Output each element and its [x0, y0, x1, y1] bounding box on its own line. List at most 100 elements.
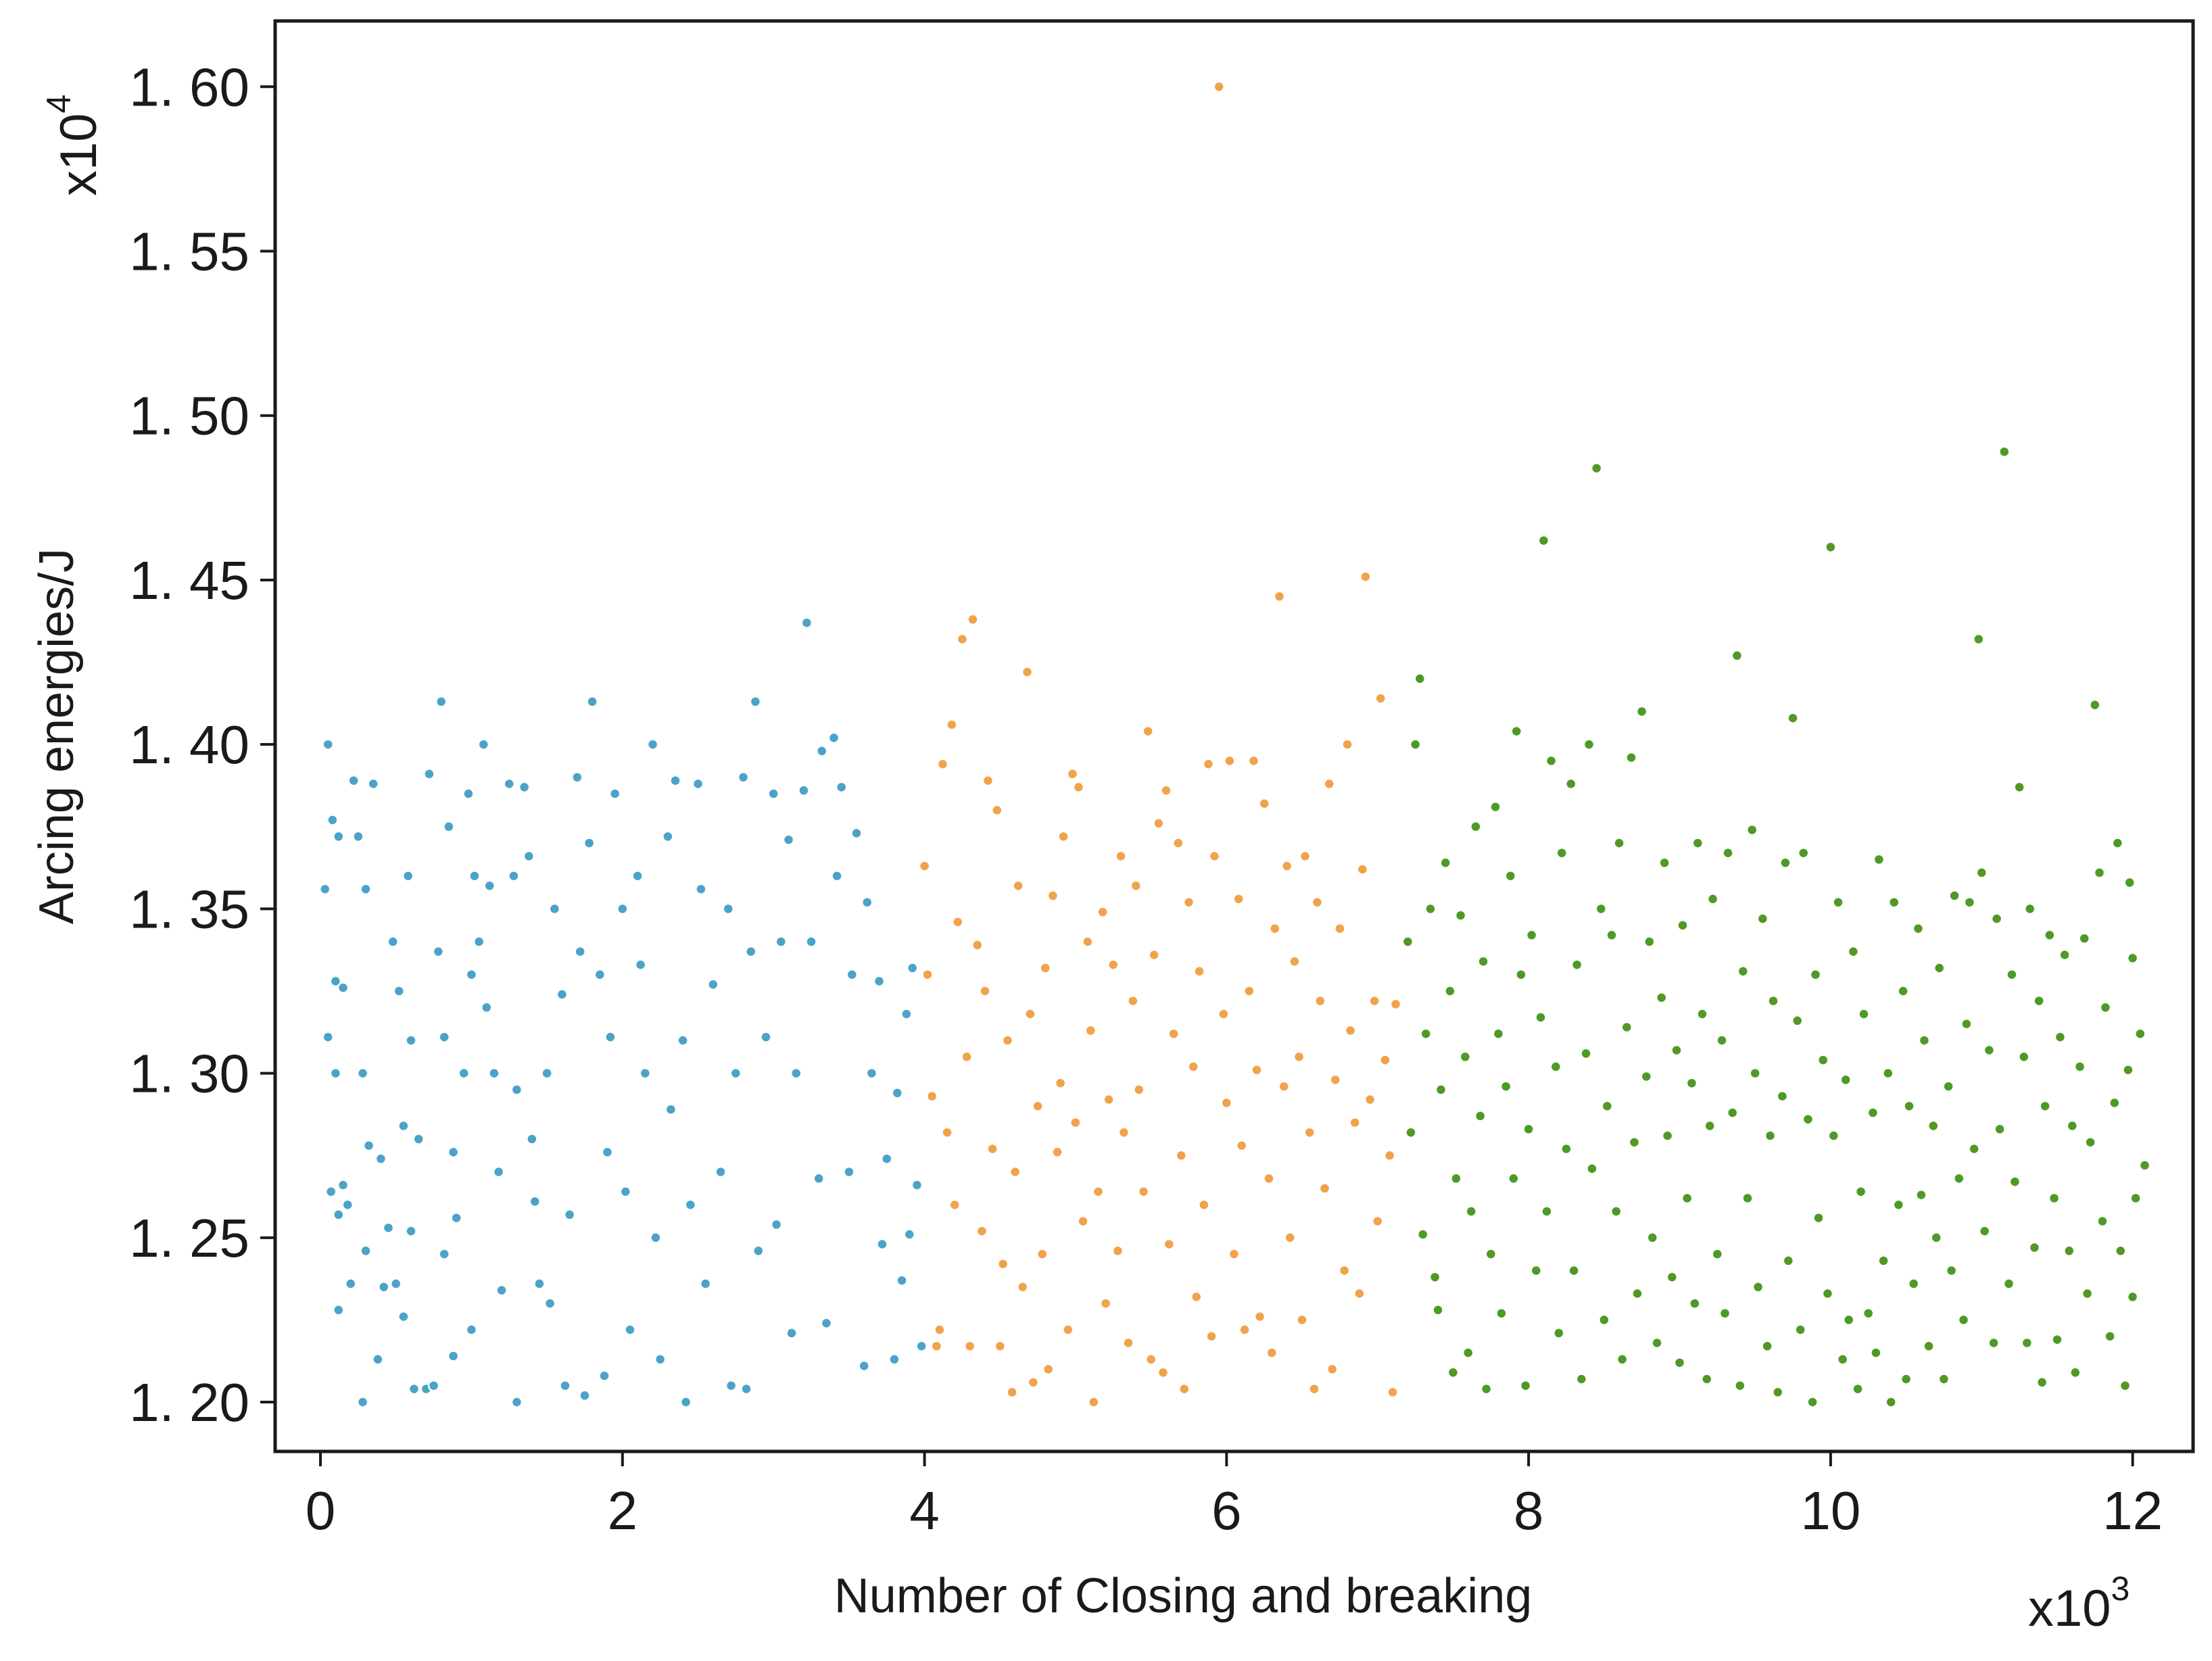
x-multiplier: x103	[2028, 1570, 2130, 1637]
y-tick-label: 1. 40	[129, 715, 249, 775]
data-point	[1998, 446, 2011, 458]
data-point	[412, 1133, 425, 1145]
data-point	[1817, 1054, 1829, 1066]
data-point	[1610, 1205, 1622, 1218]
data-point	[598, 1370, 610, 1382]
data-point	[1062, 1324, 1074, 1336]
data-point	[925, 1090, 938, 1103]
data-point	[2028, 1241, 2041, 1254]
data-point	[1012, 880, 1024, 892]
series-2	[918, 80, 1402, 1408]
data-point	[1640, 1070, 1653, 1083]
data-point	[679, 1396, 692, 1408]
data-point	[1779, 857, 1792, 869]
data-point	[344, 1278, 357, 1290]
data-point	[1130, 880, 1143, 892]
data-point	[1595, 902, 1608, 915]
data-point	[896, 1274, 908, 1286]
data-point	[1635, 705, 1648, 718]
data-point	[2036, 1376, 2048, 1389]
data-point	[375, 1153, 387, 1165]
data-point	[1492, 1028, 1505, 1040]
data-point	[2023, 902, 2036, 915]
data-point	[1752, 1281, 1764, 1293]
data-point	[1405, 1126, 1417, 1138]
data-point	[1508, 1172, 1520, 1185]
data-point	[624, 1324, 636, 1336]
data-point	[333, 1209, 345, 1221]
data-point	[372, 1353, 384, 1366]
data-point	[1942, 1080, 1954, 1092]
data-point	[1323, 777, 1335, 790]
data-point	[356, 1067, 369, 1080]
data-point	[1416, 1228, 1429, 1241]
data-point	[1673, 1356, 1686, 1369]
data-point	[1258, 797, 1270, 810]
data-point	[1163, 1238, 1176, 1251]
data-point	[1580, 1047, 1592, 1060]
data-point	[695, 883, 707, 895]
data-point	[1666, 1271, 1679, 1283]
data-point	[1625, 751, 1637, 764]
data-point	[846, 968, 859, 981]
data-point	[2096, 1215, 2109, 1228]
data-point	[820, 1317, 833, 1330]
data-point	[1489, 800, 1501, 813]
data-point	[1218, 1008, 1230, 1020]
data-point	[360, 883, 372, 895]
data-point	[888, 1353, 900, 1366]
data-point	[1888, 896, 1900, 909]
data-point	[2051, 1333, 2063, 1346]
data-point	[1628, 1136, 1641, 1149]
data-point	[1009, 1165, 1021, 1178]
data-point	[1097, 906, 1109, 918]
data-point	[1746, 823, 1758, 836]
data-point	[1344, 1024, 1357, 1037]
data-point	[1643, 936, 1656, 948]
svg-text:x103: x103	[2028, 1570, 2130, 1637]
data-point	[1269, 922, 1281, 935]
data-point	[1938, 1373, 1950, 1385]
data-point	[458, 1067, 470, 1080]
data-point	[1115, 850, 1127, 863]
series-1	[318, 617, 928, 1408]
data-point	[1842, 1314, 1855, 1326]
data-point	[1897, 985, 1909, 997]
data-point	[1232, 893, 1245, 905]
data-point	[967, 613, 979, 626]
data-point	[447, 1350, 460, 1362]
data-point	[1522, 1123, 1535, 1136]
data-point	[1806, 1396, 1819, 1408]
data-point	[986, 1142, 999, 1155]
data-point	[318, 883, 331, 895]
data-point	[1187, 1061, 1199, 1073]
data-point	[1420, 1028, 1432, 1040]
data-point	[1570, 959, 1583, 971]
data-point	[1973, 633, 1985, 646]
data-point	[1495, 1307, 1508, 1320]
data-point	[1172, 837, 1184, 849]
data-point	[1658, 857, 1670, 869]
svg-text:x104: x104	[40, 95, 107, 196]
data-point	[518, 781, 531, 794]
data-point	[1054, 1077, 1067, 1089]
data-point	[1066, 768, 1079, 780]
data-point	[356, 1396, 369, 1408]
data-point	[1862, 1307, 1875, 1320]
data-point	[324, 1185, 337, 1198]
data-point	[1700, 1373, 1713, 1385]
data-point	[650, 1232, 662, 1244]
data-point	[1601, 1100, 1614, 1112]
data-point	[1311, 896, 1324, 909]
data-point	[378, 1281, 390, 1293]
data-point	[1485, 1248, 1497, 1260]
data-point	[1545, 754, 1558, 767]
data-point	[1432, 1304, 1444, 1316]
data-point	[1289, 955, 1301, 967]
data-point	[2044, 929, 2056, 942]
data-point	[2084, 1136, 2096, 1149]
data-point	[805, 936, 817, 948]
data-point	[936, 758, 949, 771]
y-multiplier: x104	[40, 95, 107, 196]
y-tick-label: 1. 35	[129, 879, 249, 939]
